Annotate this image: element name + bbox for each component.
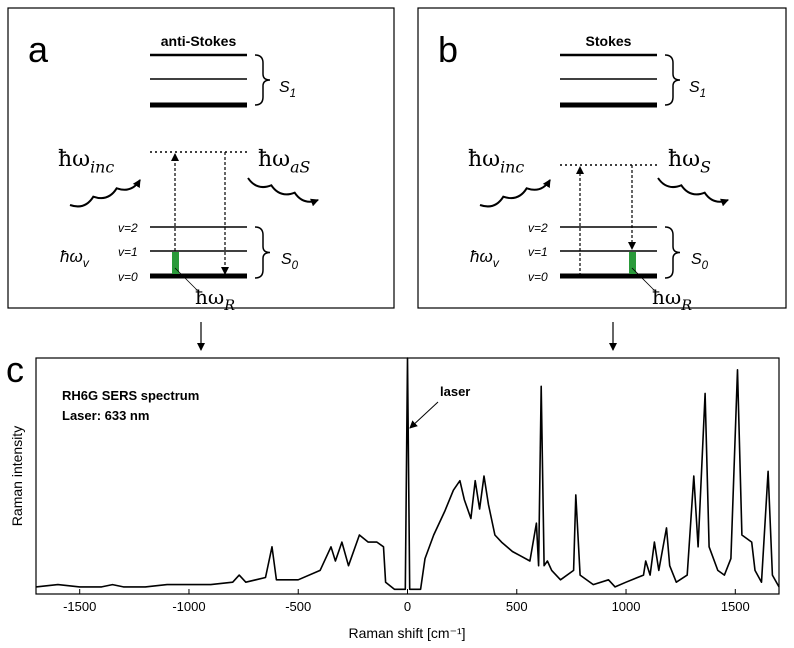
incident-energy-symbol: ħω	[468, 147, 500, 172]
upper-state-symbol: S	[279, 79, 290, 96]
scattered-energy: ħωS	[668, 147, 711, 177]
brace	[254, 54, 271, 106]
x-axis-label: Raman shift [cm⁻¹]	[348, 625, 465, 641]
scattered-energy-subscript: S	[700, 158, 711, 177]
incident-energy-subscript: inc	[500, 158, 524, 177]
vib-energy-symbol: ħω	[470, 247, 493, 266]
photon-wave	[69, 179, 141, 208]
scattered-energy-subscript: aS	[290, 158, 310, 177]
vib-energy: ħωv	[470, 247, 500, 270]
lower-state: S0	[281, 251, 299, 272]
scattered-energy-symbol: ħω	[668, 147, 700, 172]
panel-title: Stokes	[586, 33, 632, 49]
laser-label: laser	[440, 384, 470, 399]
photon-wave	[657, 177, 729, 207]
x-tick-label: -1500	[63, 599, 96, 614]
brace	[664, 54, 681, 106]
upper-state: S1	[279, 79, 296, 100]
scattered-energy: ħωaS	[258, 147, 311, 177]
y-axis-label: Raman intensity	[9, 426, 25, 526]
level-label: v=2	[528, 221, 548, 235]
scattered-energy-symbol: ħω	[258, 147, 290, 172]
annotation: Laser: 633 nm	[62, 408, 149, 423]
raman-leader	[174, 267, 198, 291]
panel-label: b	[438, 29, 458, 70]
vib-energy-subscript: v	[83, 256, 90, 270]
x-tick-label: 1000	[612, 599, 641, 614]
raman-energy: ħωR	[652, 285, 692, 314]
lower-state-symbol: S	[691, 251, 702, 268]
incident-energy-subscript: inc	[90, 158, 114, 177]
upper-state-subscript: 1	[290, 88, 296, 100]
incident-energy: ħωinc	[468, 147, 524, 177]
x-tick-label: -1000	[172, 599, 205, 614]
vib-energy: ħωv	[60, 247, 90, 270]
lower-state-subscript: 0	[702, 260, 709, 272]
incident-energy: ħωinc	[58, 147, 114, 177]
upper-state-symbol: S	[689, 79, 700, 96]
raman-gap	[172, 252, 179, 274]
incident-energy-symbol: ħω	[58, 147, 90, 172]
level-label: v=2	[118, 221, 138, 235]
raman-energy-symbol: ħω	[195, 285, 224, 309]
x-tick-label: -500	[285, 599, 311, 614]
panel-label: c	[6, 349, 24, 390]
x-tick-label: 500	[506, 599, 528, 614]
lower-state-subscript: 0	[292, 260, 299, 272]
x-tick-label: 0	[404, 599, 411, 614]
photon-wave	[247, 177, 319, 207]
level-label: v=1	[118, 245, 138, 259]
raman-leader	[631, 267, 655, 291]
panel-frame	[7, 7, 395, 309]
spectrum-line	[35, 357, 780, 591]
raman-energy-subscript: R	[680, 298, 692, 314]
lower-state: S0	[691, 251, 709, 272]
level-label: v=0	[528, 270, 548, 284]
laser-pointer	[409, 401, 439, 429]
panel-label: a	[28, 29, 49, 70]
raman-gap	[629, 252, 636, 274]
brace	[664, 226, 681, 279]
photon-wave	[479, 179, 551, 208]
raman-energy-symbol: ħω	[652, 285, 681, 309]
panel-frame	[417, 7, 787, 309]
brace	[254, 226, 271, 279]
raman-energy: ħωR	[195, 285, 235, 314]
upper-state-subscript: 1	[700, 88, 706, 100]
lower-state-symbol: S	[281, 251, 292, 268]
raman-energy-subscript: R	[223, 298, 235, 314]
x-tick-label: 1500	[721, 599, 750, 614]
annotation: RH6G SERS spectrum	[62, 388, 199, 403]
panel-title: anti-Stokes	[161, 33, 237, 49]
level-label: v=1	[528, 245, 548, 259]
vib-energy-subscript: v	[493, 256, 500, 270]
plot-frame	[35, 357, 780, 595]
upper-state: S1	[689, 79, 706, 100]
vib-energy-symbol: ħω	[60, 247, 83, 266]
level-label: v=0	[118, 270, 138, 284]
